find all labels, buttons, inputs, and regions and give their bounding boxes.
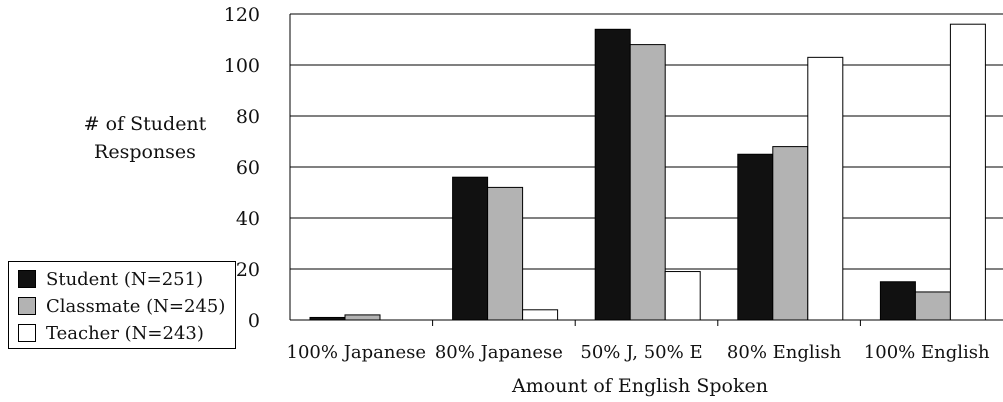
bar-classmate <box>629 44 666 321</box>
bar-teacher <box>664 271 701 321</box>
legend-label-classmate: Classmate (N=245) <box>46 295 226 317</box>
legend-label-student: Student (N=251) <box>46 268 204 290</box>
y-tick-label: 0 <box>248 310 260 332</box>
legend-item-student: Student (N=251) <box>18 267 203 291</box>
bar-classmate <box>344 314 381 321</box>
y-tick-label: 40 <box>236 208 260 230</box>
bar-classmate <box>772 146 809 321</box>
x-tick-label: 100% Japanese <box>287 342 427 363</box>
x-tick-label: 100% English <box>864 342 990 363</box>
y-axis-label-line-2: Responses <box>94 141 196 163</box>
y-tick-label: 20 <box>236 259 260 281</box>
legend-swatch-classmate <box>18 297 36 315</box>
bar-student <box>594 28 631 321</box>
legend-swatch-student <box>18 270 36 288</box>
bars <box>309 23 986 321</box>
x-tick-labels: 100% Japanese 80% Japanese 50% J, 50% E 80%… <box>287 342 990 363</box>
legend-swatch-teacher <box>18 324 36 342</box>
legend-item-classmate: Classmate (N=245) <box>18 294 225 318</box>
y-tick-labels: 0 20 40 60 80 100 120 <box>224 4 260 332</box>
legend-item-teacher: Teacher (N=243) <box>18 321 204 345</box>
y-tick-label: 60 <box>236 157 260 179</box>
legend: Student (N=251) Classmate (N=245) Teache… <box>8 261 236 349</box>
y-axis-label: # of Student Responses <box>60 110 230 166</box>
bar-classmate <box>914 291 951 321</box>
x-tick-label: 50% J, 50% E <box>580 342 702 363</box>
bar-student <box>452 176 489 321</box>
bar-teacher <box>522 309 559 321</box>
y-axis-label-line-1: # of Student <box>83 113 207 135</box>
bar-student <box>879 281 916 321</box>
bar-teacher <box>949 23 986 321</box>
y-tick-label: 100 <box>224 55 260 77</box>
legend-label-teacher: Teacher (N=243) <box>46 322 204 344</box>
axes <box>289 14 1003 326</box>
bar-teacher <box>807 56 844 321</box>
x-axis-label: Amount of English Spoken <box>511 375 768 397</box>
x-tick-label: 80% Japanese <box>435 342 563 363</box>
y-tick-label: 120 <box>224 4 260 26</box>
y-tick-label: 80 <box>236 106 260 128</box>
bar-classmate <box>487 186 524 321</box>
bar-student <box>737 153 774 321</box>
x-tick-label: 80% English <box>727 342 842 363</box>
